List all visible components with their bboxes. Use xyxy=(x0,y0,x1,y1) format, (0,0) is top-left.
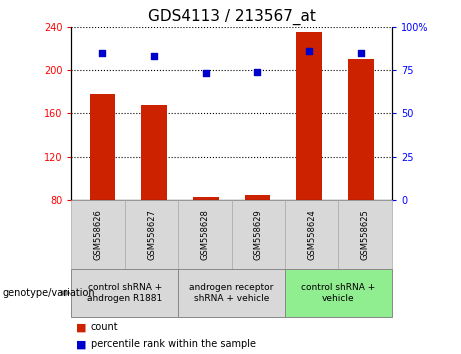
Text: GSM558624: GSM558624 xyxy=(307,209,316,260)
Point xyxy=(99,50,106,55)
Bar xyxy=(193,197,219,200)
Bar xyxy=(348,59,374,200)
Point xyxy=(357,50,365,55)
Text: ■: ■ xyxy=(76,339,87,349)
Text: percentile rank within the sample: percentile rank within the sample xyxy=(91,339,256,349)
Text: GSM558626: GSM558626 xyxy=(94,209,103,260)
Bar xyxy=(296,32,322,200)
Bar xyxy=(245,195,271,200)
Text: control shRNA +
androgen R1881: control shRNA + androgen R1881 xyxy=(87,283,162,303)
Text: GSM558625: GSM558625 xyxy=(361,209,370,260)
Bar xyxy=(141,104,167,200)
Text: ■: ■ xyxy=(76,322,87,332)
Text: GSM558628: GSM558628 xyxy=(201,209,209,260)
Point xyxy=(150,53,158,59)
Point xyxy=(254,69,261,74)
Text: androgen receptor
shRNA + vehicle: androgen receptor shRNA + vehicle xyxy=(189,283,274,303)
Title: GDS4113 / 213567_at: GDS4113 / 213567_at xyxy=(148,9,316,25)
Text: count: count xyxy=(91,322,118,332)
Text: genotype/variation: genotype/variation xyxy=(2,288,95,298)
Text: GSM558627: GSM558627 xyxy=(147,209,156,260)
Point xyxy=(306,48,313,54)
Point xyxy=(202,70,209,76)
Text: GSM558629: GSM558629 xyxy=(254,209,263,260)
Text: control shRNA +
vehicle: control shRNA + vehicle xyxy=(301,283,376,303)
Bar xyxy=(89,94,115,200)
